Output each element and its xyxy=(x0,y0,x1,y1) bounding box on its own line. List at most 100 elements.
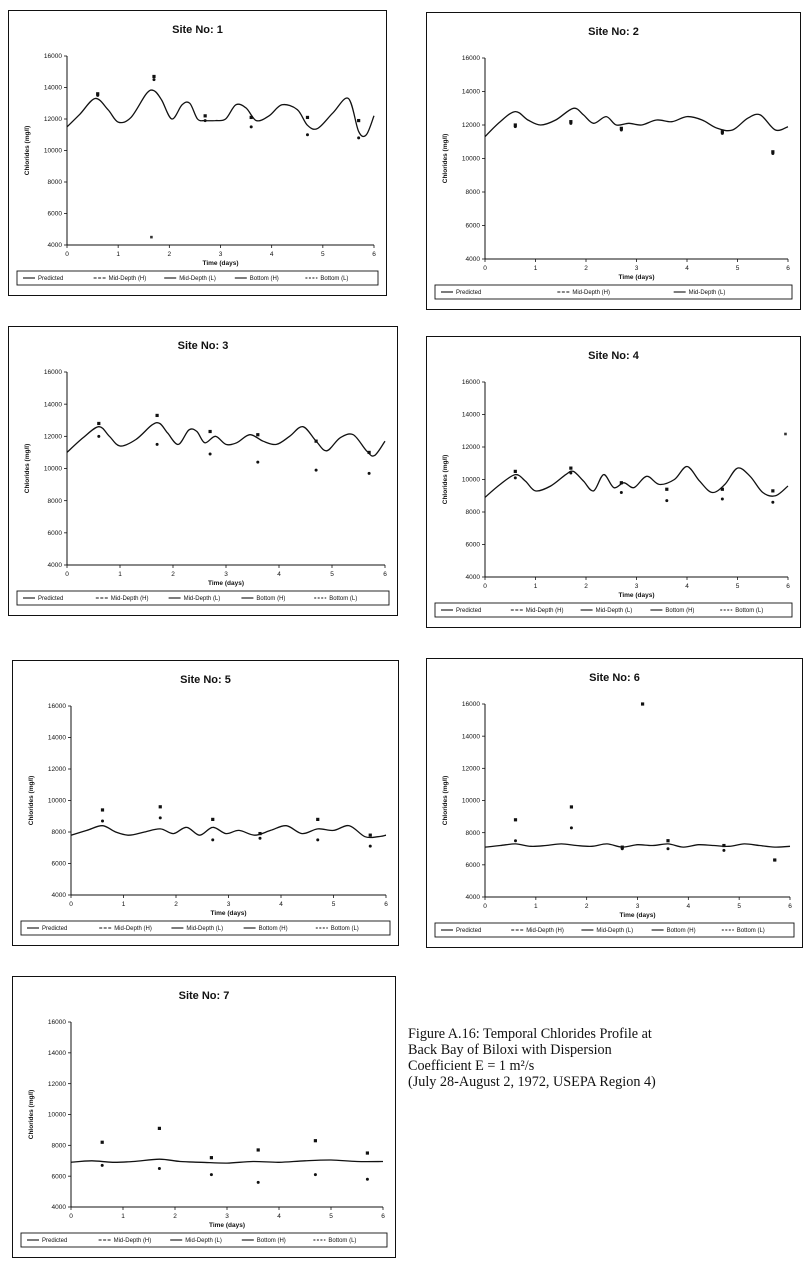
data-point xyxy=(249,125,253,129)
legend-item-mid-depth-l: Mid-Depth (L) xyxy=(580,608,633,614)
x-axis-label: Time (days) xyxy=(210,910,246,917)
x-tick-label: 0 xyxy=(65,571,69,578)
y-tick-label: 12000 xyxy=(44,434,62,441)
legend-label: Mid-Depth (L) xyxy=(596,608,633,614)
x-tick-label: 0 xyxy=(65,251,69,258)
x-tick-label: 6 xyxy=(384,901,388,908)
data-point xyxy=(720,131,724,135)
series-predicted xyxy=(484,465,789,498)
legend-label: Bottom (H) xyxy=(665,608,694,614)
data-point xyxy=(305,133,309,137)
legend-item-bottom-h: Bottom (H) xyxy=(243,926,288,932)
legend-label: Predicted xyxy=(38,276,63,282)
x-axis-label: Time (days) xyxy=(209,1222,245,1229)
legend-item-mid-depth-l: Mid-Depth (L) xyxy=(673,290,725,296)
series-mid-depth-l xyxy=(514,826,777,862)
chart-svg: Site No: 7400060008000100001200014000160… xyxy=(20,990,388,1248)
y-tick-label: 10000 xyxy=(48,798,66,805)
legend-item-mid-depth-h: Mid-Depth (H) xyxy=(557,290,610,296)
y-axis-label: Chlorides (mg/l) xyxy=(28,1090,35,1139)
series-mid-depth-h xyxy=(96,74,361,123)
legend-label: Mid-Depth (H) xyxy=(114,926,152,932)
data-point xyxy=(666,839,670,843)
x-tick-label: 5 xyxy=(329,1213,333,1220)
data-point xyxy=(155,442,159,446)
legend-label: Mid-Depth (L) xyxy=(184,596,221,602)
legend-item-bottom-h: Bottom (H) xyxy=(234,276,279,282)
x-axis-label: Time (days) xyxy=(202,260,238,267)
y-tick-label: 8000 xyxy=(48,498,63,505)
data-point xyxy=(203,114,207,118)
data-point xyxy=(368,844,372,848)
data-point xyxy=(100,1140,104,1144)
data-point xyxy=(368,833,372,837)
legend: Predicted Mid-Depth (H) Mid-Depth (L) Botto… xyxy=(434,922,795,938)
chart-title: Site No: 7 xyxy=(179,990,230,1002)
series-mid-depth-h xyxy=(513,466,775,493)
y-tick-label: 14000 xyxy=(48,1050,66,1057)
legend-item-predicted: Predicted xyxy=(27,1238,67,1244)
chart-site-2: Site No: 2 4000 6000 8000 10000 12000 14000 160… xyxy=(426,12,801,310)
x-tick-label: 5 xyxy=(736,265,740,272)
data-point xyxy=(158,816,162,820)
x-tick-label: 4 xyxy=(279,901,283,908)
y-tick-label: 14000 xyxy=(462,89,480,96)
y-tick-label: 10000 xyxy=(44,466,62,473)
legend-box xyxy=(16,590,390,606)
data-point xyxy=(367,450,371,455)
chart-title: Site No: 5 xyxy=(180,674,231,686)
data-point xyxy=(513,123,517,127)
data-point xyxy=(666,847,670,851)
y-tick-label: 10000 xyxy=(462,798,480,805)
legend: Predicted Mid-Depth (H) Mid-Depth (L) Botto… xyxy=(434,602,793,618)
data-point xyxy=(514,839,517,843)
legend-label: Mid-Depth (H) xyxy=(109,276,147,282)
y-tick-label: 8000 xyxy=(48,179,63,186)
chart-site-6: Site No: 6 4000 6000 8000 10000 12000 14000 160… xyxy=(426,658,803,948)
caption-line-2: Back Bay of Biloxi with Dispersion xyxy=(408,1042,612,1058)
x-tick-label: 2 xyxy=(168,251,172,258)
chart-svg: Site No: 6400060008000100001200014000160… xyxy=(434,672,795,938)
y-axis-label: Chlorides (mg/l) xyxy=(442,134,449,183)
y-tick-label: 10000 xyxy=(44,148,62,155)
chart-svg: Site No: 1400060008000100001200014000160… xyxy=(16,24,379,286)
data-point xyxy=(316,817,320,821)
data-point xyxy=(158,805,162,809)
legend-item-predicted: Predicted xyxy=(441,608,481,614)
data-point xyxy=(619,128,623,132)
legend-item-bottom-l: Bottom (L) xyxy=(315,926,359,932)
x-tick-label: 6 xyxy=(381,1213,385,1220)
y-tick-label: 4000 xyxy=(48,562,63,569)
legend-label: Bottom (L) xyxy=(329,596,357,602)
x-tick-label: 6 xyxy=(786,265,790,272)
data-point xyxy=(365,1151,369,1155)
x-tick-label: 5 xyxy=(736,583,740,590)
y-tick-label: 10000 xyxy=(462,156,480,163)
y-tick-label: 12000 xyxy=(462,122,480,129)
x-tick-label: 3 xyxy=(636,903,640,910)
series-predicted xyxy=(66,422,386,457)
data-point xyxy=(513,469,517,473)
legend-item-predicted: Predicted xyxy=(23,596,63,602)
chart-site-5: Site No: 5 4000 6000 8000 10000 12000 14000 160… xyxy=(12,660,399,946)
data-point xyxy=(513,818,518,822)
y-tick-label: 16000 xyxy=(462,379,480,386)
y-tick-label: 14000 xyxy=(462,412,480,419)
legend-label: Predicted xyxy=(42,926,67,932)
legend-item-bottom-l: Bottom (L) xyxy=(721,928,765,934)
data-point xyxy=(365,1177,369,1181)
data-point xyxy=(100,808,105,812)
caption-line-3: Coefficient E = 1 m²/s xyxy=(408,1058,535,1074)
y-axis-label: Chlorides (mg/l) xyxy=(24,444,31,493)
y-tick-label: 16000 xyxy=(48,1019,66,1026)
x-tick-label: 1 xyxy=(118,571,122,578)
legend-label: Bottom (H) xyxy=(259,926,288,932)
y-tick-label: 4000 xyxy=(466,894,481,901)
x-tick-label: 1 xyxy=(122,901,126,908)
y-tick-label: 4000 xyxy=(466,256,481,263)
x-axis-label: Time (days) xyxy=(618,274,654,281)
legend-item-bottom-h: Bottom (H) xyxy=(241,1238,286,1244)
data-point xyxy=(152,78,156,82)
data-point xyxy=(155,413,159,418)
y-tick-label: 6000 xyxy=(466,862,481,869)
